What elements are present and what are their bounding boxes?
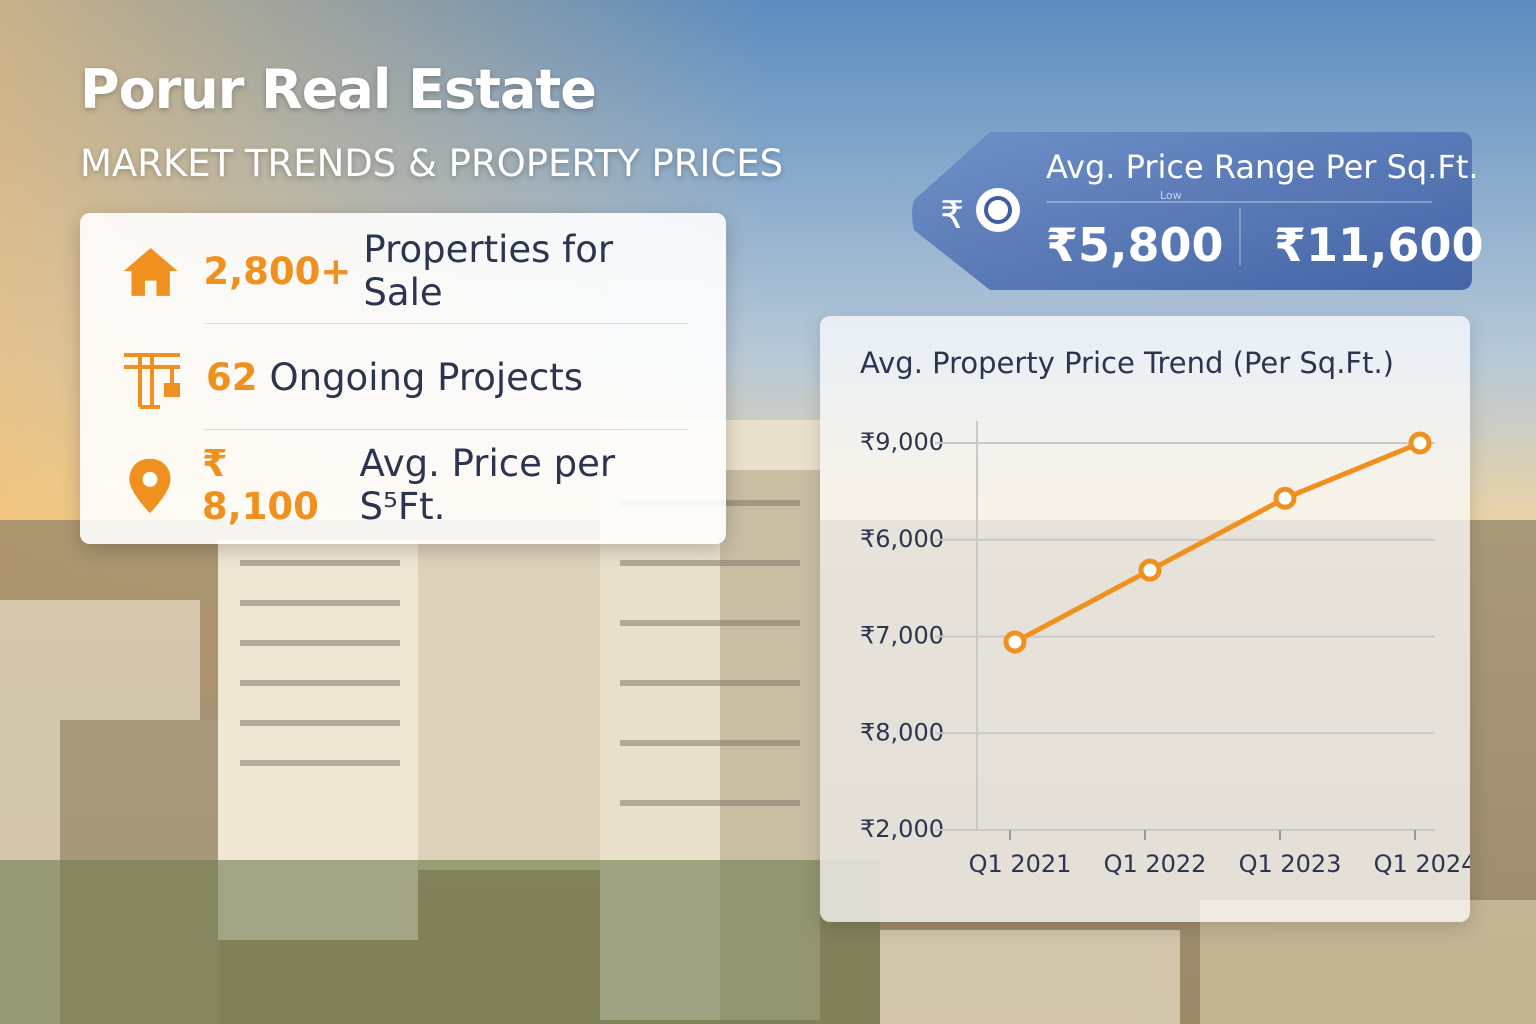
x-tick-label: Q1 2022 — [1104, 850, 1207, 878]
separator — [204, 323, 688, 324]
chart: ₹9,000 ₹6,000 ₹7,000 ₹8,000 ₹2,000 Q1 2021 Q1 … — [860, 421, 1470, 878]
crane-icon — [124, 353, 180, 409]
pin-icon — [129, 458, 171, 514]
range-low: ₹5,800 — [1046, 218, 1224, 272]
subtitle: MARKET TRENDS & PROPERTY PRICES — [80, 142, 784, 185]
stat-row: 62 Ongoing Projects — [120, 325, 690, 429]
range-note: Low — [1160, 189, 1182, 202]
house-icon — [123, 247, 178, 296]
y-tick-label: ₹2,000 — [860, 815, 944, 843]
stat-row: 2,800+ Properties for Sale — [120, 219, 690, 323]
stat-highlight: 2,800+ — [203, 249, 352, 293]
line — [1013, 440, 1421, 645]
stat-text: Properties for Sale — [363, 228, 614, 314]
point — [1273, 486, 1297, 510]
separator — [204, 429, 688, 430]
svg-text:₹: ₹ — [940, 193, 964, 237]
stat-text: Avg. Price per S⁵Ft. — [359, 442, 616, 528]
range-title: Avg. Price Range Per Sq.Ft. — [1046, 148, 1479, 186]
stat-text: Ongoing Projects — [269, 355, 584, 399]
point — [1138, 558, 1162, 582]
x-tick-label: Q1 2021 — [969, 850, 1072, 878]
stats-card: 2,800+ Properties for Sale 62 Ongoing Pr… — [80, 213, 726, 544]
y-tick-label: ₹8,000 — [860, 718, 944, 746]
stat-highlight: 62 — [206, 355, 258, 399]
range-high: ₹11,600 — [1274, 218, 1484, 272]
chart-card: Avg. Property Price Trend (Per Sq.Ft.) ₹… — [820, 316, 1470, 922]
stat-row: ₹ 8,100 Avg. Price per S⁵Ft. — [120, 433, 690, 537]
y-tick-label: ₹6,000 — [860, 525, 944, 553]
x-tick-label: Q1 2023 — [1239, 850, 1342, 878]
title: Porur Real Estate — [80, 58, 597, 121]
point — [1408, 431, 1432, 455]
chart-title: Avg. Property Price Trend (Per Sq.Ft.) — [860, 346, 1394, 380]
point — [1003, 630, 1027, 654]
x-tick-label: Q1 2024 — [1374, 850, 1470, 878]
y-tick-label: ₹7,000 — [860, 622, 944, 650]
stat-highlight: ₹ 8,100 — [201, 442, 319, 528]
price-tag: ₹ — [912, 132, 1472, 290]
y-tick-label: ₹9,000 — [860, 428, 944, 456]
